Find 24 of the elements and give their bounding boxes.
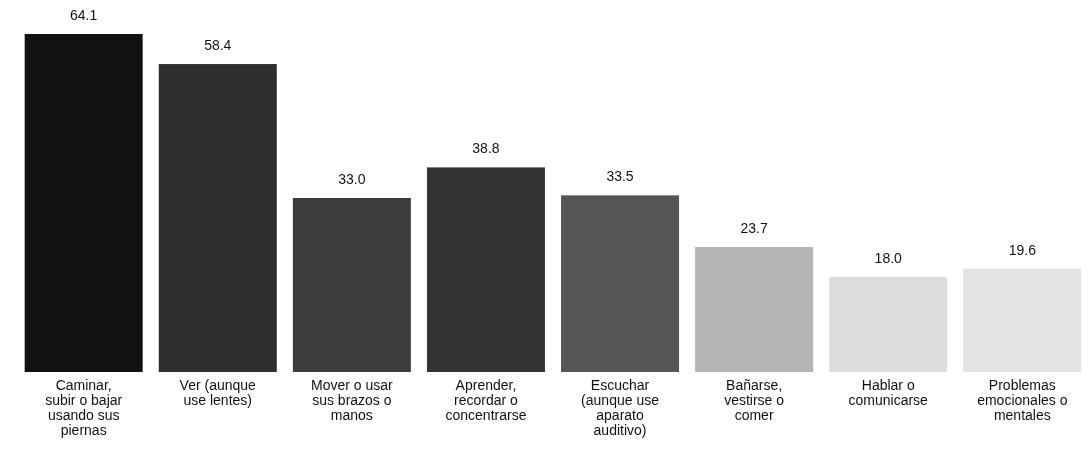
bar: [695, 247, 814, 372]
x-tick-label: Bañarse, vestirse o comer: [724, 377, 785, 423]
data-label: 64.1: [70, 7, 98, 23]
x-tick-label: Aprender, recordar o concentrarse: [445, 377, 527, 423]
bar: [561, 195, 680, 372]
x-tick-label: Escuchar (aunque use aparato auditivo): [581, 377, 660, 438]
data-label: 33.0: [338, 170, 366, 187]
data-label: 18.0: [874, 250, 903, 267]
x-tick-label: Caminar, subir o bajar usando sus piernas: [45, 377, 123, 438]
data-label: 23.7: [740, 220, 768, 237]
data-label: 19.6: [1008, 241, 1037, 258]
bar: [426, 167, 545, 372]
x-tick-label: Mover o usar sus brazos o manos: [311, 377, 394, 423]
x-tick-label: Ver (aunque use lentes): [179, 377, 257, 408]
x-tick-label: Hablar o comunicarse: [848, 377, 929, 408]
bar: [292, 197, 411, 372]
x-tick-label: Problemas emocionales o mentales: [977, 377, 1068, 423]
data-label: 33.5: [606, 168, 634, 185]
bar: [158, 64, 277, 372]
data-label: 58.4: [204, 37, 232, 54]
bar: [963, 268, 1082, 372]
bar: [24, 34, 143, 372]
bar: [829, 277, 948, 372]
data-label: 38.8: [472, 140, 500, 157]
